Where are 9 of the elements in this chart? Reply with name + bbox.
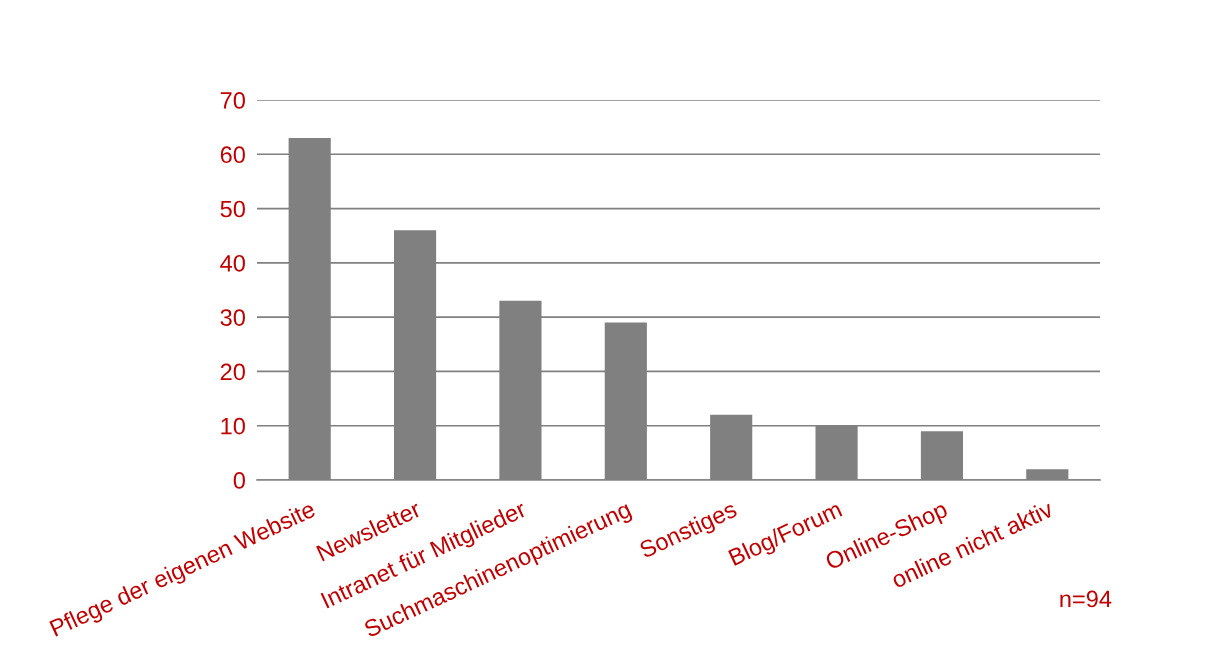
y-tick-label: 10 — [221, 417, 245, 435]
y-tick-label: 70 — [220, 92, 245, 109]
y-tick-label: 20 — [220, 363, 245, 381]
text: n=94 — [1060, 590, 1112, 608]
y-tick-label: 50 — [220, 200, 245, 218]
y-tick-label: 40 — [220, 254, 245, 272]
y-tick-label: 0 — [233, 472, 245, 489]
y-tick-label: 60 — [220, 146, 245, 164]
y-tick-label: 30 — [220, 309, 245, 326]
